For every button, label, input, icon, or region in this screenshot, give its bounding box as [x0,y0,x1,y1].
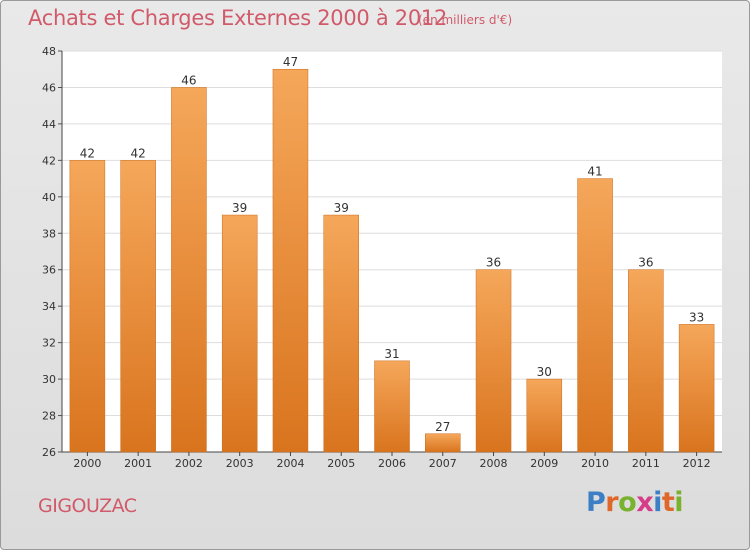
logo-letter: r [605,487,619,518]
x-tick-label: 2002 [175,457,203,470]
bar [171,87,207,453]
bar [272,68,309,453]
bar [628,269,664,453]
bar-value-label: 46 [181,73,196,87]
x-tick-label: 2006 [378,457,406,470]
y-tick-label: 34 [42,300,56,313]
x-tick-label: 2001 [124,457,152,470]
bar-value-label: 41 [587,165,602,179]
y-tick-label: 46 [42,81,56,94]
bar-value-label: 42 [131,146,146,160]
y-tick-label: 40 [42,191,56,204]
y-tick-label: 26 [42,446,56,459]
bar [678,324,715,453]
x-tick-label: 2004 [276,457,304,470]
chart-title: Achats et Charges Externes 2000 à 2012 [28,6,448,30]
y-tick-label: 48 [42,45,56,58]
bar [577,178,613,453]
bar [221,214,258,453]
y-tick-label: 44 [42,118,56,131]
logo-letter: i [653,487,662,518]
x-tick-label: 2000 [73,457,101,470]
bar-value-label: 36 [638,256,653,270]
x-tick-label: 2010 [581,457,609,470]
x-tick-label: 2012 [683,457,711,470]
bar-value-label: 30 [537,365,552,379]
x-tick-label: 2011 [632,457,660,470]
logo-letter: t [661,487,675,518]
y-tick-label: 30 [42,373,56,386]
bar [323,214,359,453]
bar-value-label: 42 [80,146,95,160]
logo-letter: o [618,487,637,518]
bar [69,160,106,453]
bar-value-label: 33 [689,310,704,324]
y-tick-label: 42 [42,154,56,167]
x-tick-label: 2007 [429,457,457,470]
bar-value-label: 47 [283,55,298,69]
logo-letter: i [674,487,684,518]
bar [475,269,512,453]
bar-value-label: 27 [435,420,450,434]
bar-value-label: 39 [232,201,247,215]
bar-value-label: 31 [384,347,399,361]
bar-value-label: 36 [486,256,501,270]
bar [120,160,156,453]
y-tick-label: 32 [42,337,56,350]
y-tick-label: 38 [42,227,56,240]
x-tick-label: 2008 [480,457,508,470]
bar-value-label: 39 [334,201,349,215]
logo-letter: P [586,487,606,518]
x-tick-label: 2009 [530,457,558,470]
x-tick-label: 2005 [327,457,355,470]
bar [374,360,410,453]
place-name: GIGOUZAC [38,495,137,517]
y-tick-label: 28 [42,410,56,423]
y-tick-label: 36 [42,264,56,277]
chart-subtitle: (en milliers d'€) [418,13,513,27]
logo-letter: x [636,487,654,518]
bar [425,433,461,453]
bar [526,378,563,453]
proxiti-logo: Proxiti [586,487,684,518]
x-tick-label: 2003 [226,457,254,470]
